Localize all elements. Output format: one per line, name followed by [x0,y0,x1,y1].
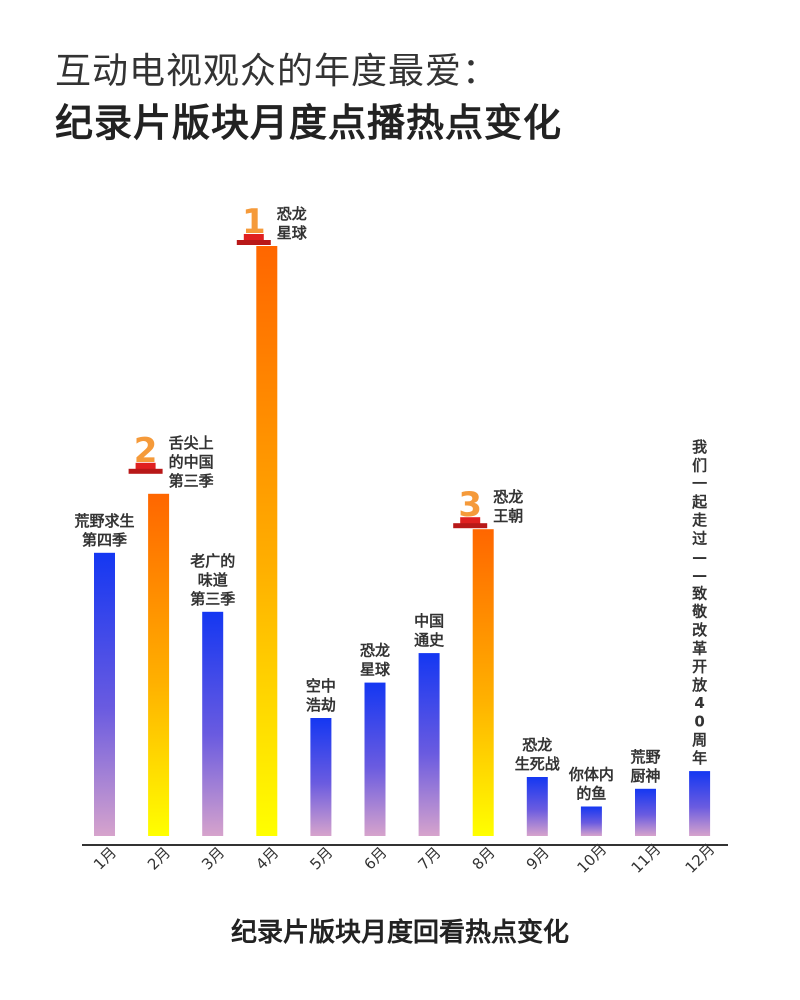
bar-3月 [202,611,224,836]
rank-badge-3: 3 [453,485,488,529]
podium-base-3 [453,523,488,529]
tick-label-6: 6月 [360,843,390,873]
podium-top-1 [243,234,264,241]
rank-number-2: 2 [134,431,158,471]
bar-label-10-line-1: 你体内 [568,766,614,784]
bar-label-3-line-2: 味道 [198,571,228,589]
x-axis-title: 纪录片版块月度回看热点变化 [230,918,569,948]
bar-label-12-line-5: 走 [692,511,707,529]
tick-label-4: 4月 [252,843,282,873]
bar-label-12-line-12: 革 [692,639,707,657]
bar-10月 [580,806,602,836]
tick-label-3: 3月 [198,843,228,873]
podium-base-1 [236,240,271,245]
bar-8月 [472,529,494,836]
bar-11月 [635,788,656,836]
bar-label-12-line-1: 我 [692,438,707,456]
rank-badge-2: 2 [128,431,163,474]
rank-number-1: 1 [242,202,266,242]
bar-1月 [94,552,115,836]
bar-6月 [364,682,386,836]
bar-2月 [148,493,170,836]
bar-label-5-line-1: 空中 [306,677,336,695]
chart-title-line1: 互动电视观众的年度最爱： [55,51,500,92]
bar-label-12-line-7: — [692,548,707,566]
bar-label-12-line-2: 们 [692,456,707,474]
bar-label-10-line-2: 的鱼 [576,785,606,803]
bar-label-5-line-2: 浩劫 [306,696,336,714]
bar-label-2-line-1: 舌尖上 [169,434,214,452]
rank-number-3: 3 [458,485,482,525]
bar-label-2-line-3: 第三季 [169,472,214,490]
bar-12月 [689,771,711,836]
bar-label-1-line-1: 荒野求生 [74,512,134,530]
bar-label-4-line-2: 星球 [277,224,308,242]
bar-label-9-line-2: 生死战 [515,755,560,773]
podium-base-2 [128,468,163,474]
bar-label-12-line-17: 周 [692,731,707,749]
bar-label-12-line-6: 过 [692,530,707,548]
bar-label-11-line-2: 厨神 [630,767,660,785]
bar-label-12-line-9: 致 [692,584,708,602]
podium-top-2 [135,462,156,470]
bar-label-12-line-4: 起 [691,493,708,511]
rank-badge-1: 1 [236,202,271,245]
rank-badges-group: 2 1 3 [128,202,488,529]
tick-label-7: 7月 [415,843,445,873]
chart-title-line2: 纪录片版块月度点播热点变化 [55,101,563,145]
bar-label-1-line-2: 第四季 [82,531,127,549]
bars-group [94,246,711,836]
bar-5月 [310,718,332,836]
bar-label-4-line-1: 恐龙 [277,205,307,223]
bar-label-12-line-8: — [692,566,707,584]
bar-4月 [256,246,278,836]
bar-label-12-line-13: 开 [692,658,707,676]
bar-label-11-line-1: 荒野 [630,748,660,766]
bar-label-12-line-10: 敬 [691,603,708,621]
bar-label-12-line-18: 年 [692,749,707,767]
bar-label-9-line-1: 恐龙 [522,736,552,754]
bar-label-12-line-3: 一 [692,475,707,493]
bar-label-7-line-1: 中国 [414,612,444,630]
bar-label-6-line-2: 星球 [360,661,391,679]
tick-label-2: 2月 [144,843,174,873]
bar-label-2-line-2: 的中国 [169,453,214,471]
tick-label-8: 8月 [469,843,499,873]
bar-label-12-line-11: 改 [692,621,708,639]
tick-label-5: 5月 [306,843,336,873]
bar-label-12-line-14: 放 [691,676,708,694]
bar-label-12-line-16: 0 [694,713,704,731]
bar-label-8-line-2: 王朝 [493,507,523,525]
bar-label-6-line-1: 恐龙 [360,642,390,660]
bar-label-8-line-1: 恐龙 [493,488,523,506]
tick-label-1: 1月 [90,843,120,873]
podium-top-3 [460,517,481,525]
bar-label-3-line-3: 第三季 [190,590,235,608]
bar-label-12-line-15: 4 [694,694,704,712]
tick-label-9: 9月 [523,843,553,873]
bar-9月 [526,777,548,836]
bar-label-7-line-2: 通史 [414,631,445,649]
bar-label-3-line-1: 老广的 [189,552,235,570]
bar-7月 [418,653,440,836]
bar-labels-group: 荒野求生第四季舌尖上的中国第三季老广的味道第三季恐龙星球空中浩劫恐龙星球中国通史… [74,205,708,803]
